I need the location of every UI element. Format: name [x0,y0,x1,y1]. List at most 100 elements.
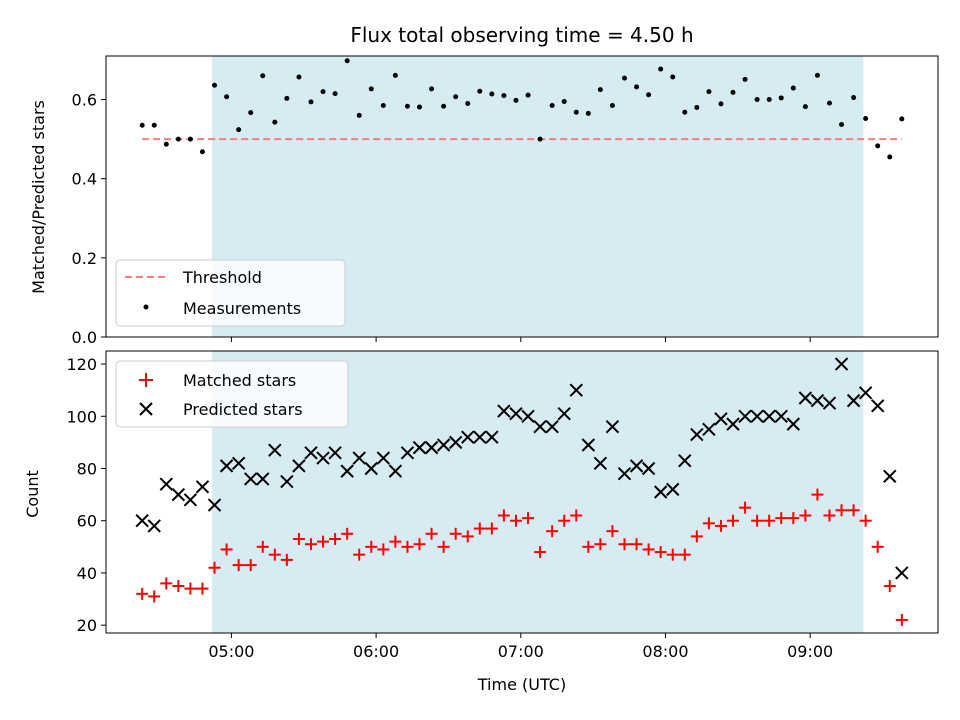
predicted-point [750,409,764,423]
matched-point [787,512,800,525]
predicted-point [798,391,813,405]
matched-point [437,540,450,553]
matched-point [714,519,727,532]
ytick-label: 0.2 [72,249,97,268]
measurement-point [248,110,254,116]
measurement-point [356,112,362,118]
top-axes-frame [105,55,939,338]
predicted-point [702,422,716,437]
predicted-point [436,438,451,452]
predicted-point [497,404,511,418]
matched-point [268,548,281,561]
measurement-point [718,101,724,107]
bottom-legend: Matched stars Predicted stars [115,360,349,428]
predicted-point [461,430,475,444]
top-legend-measurement-swatch [143,304,149,310]
predicted-point [714,412,728,426]
measurement-point [549,102,555,108]
predicted-point [352,451,366,465]
matched-point [473,522,486,535]
measurement-point [513,97,519,103]
predicted-point [340,464,354,478]
predicted-point [424,440,439,455]
measurement-point [525,92,531,98]
matched-point [461,530,474,543]
measurement-point [694,104,700,110]
bottom-legend-matched-label: Matched stars [183,371,296,390]
matched-point [654,546,667,559]
measurement-point [766,97,772,103]
matched-point [232,559,245,572]
measurement-point [332,91,338,97]
matched-point [558,514,571,527]
matched-point [341,527,354,540]
bottom-legend-matched-swatch [139,373,153,387]
measurement-point [284,95,290,101]
matched-point [618,538,631,551]
matched-point [353,548,366,561]
predicted-point [581,438,596,452]
measurement-point [392,72,398,78]
predicted-point [726,417,740,431]
predicted-point [822,396,837,410]
bottom-panel: 20 40 60 80 100 120 05:00 06:00 07:00 08:00 09:00… [23,350,939,694]
measurement-point [199,149,205,155]
predicted-point [364,461,378,476]
top-yticks: 0.0 0.2 0.4 0.6 [72,91,106,347]
predicted-point [316,451,330,465]
measurement-point [441,103,447,109]
matched-point [823,509,836,522]
predicted-point [641,461,656,476]
predicted-point [400,446,415,460]
predicted-point [895,566,909,580]
top-legend-measurement-label: Measurements [183,299,301,318]
predicted-point [858,386,873,400]
xtick-label: 08:00 [642,642,688,661]
measurement-point [561,99,567,105]
predicted-point [690,427,704,442]
matched-point [280,553,293,566]
matched-point [883,580,896,592]
xtick-label: 06:00 [353,642,399,661]
measurement-point [742,76,748,82]
predicted-point [376,451,391,465]
measurement-point [151,122,157,128]
matched-point [449,527,462,540]
matched-point [751,514,764,527]
measurement-point [634,84,640,90]
measurement-point [489,91,495,97]
measurement-point [826,100,832,106]
predicted-point [569,383,583,397]
predicted-point [738,409,752,423]
measurement-point [417,104,423,110]
matched-point [136,587,149,600]
measurement-point [212,82,218,88]
matched-point [208,561,221,574]
measurement-point [308,99,314,105]
predicted-point [268,443,282,457]
matched-point [582,540,595,553]
predicted-point [593,456,608,470]
ytick-label: 100 [66,407,97,426]
predicted-point [280,474,294,489]
matched-point [413,538,426,551]
top-legend: Threshold Measurements [115,259,346,327]
predicted-point [545,420,559,434]
matched-point [184,582,197,595]
matched-point [594,538,607,551]
measurement-point [429,86,435,92]
matched-point [485,522,498,535]
ytick-label: 60 [77,512,97,531]
measurement-point [609,102,615,108]
matched-point [690,530,703,543]
predicted-point [231,456,246,470]
predicted-point [328,446,342,460]
predicted-point [135,514,149,528]
measurement-point [899,116,905,122]
predicted-point [786,417,801,431]
ytick-label: 0.4 [72,170,97,189]
measurement-point [778,95,784,101]
predicted-point [605,420,620,434]
predicted-point [256,472,270,486]
measurement-point [368,86,374,92]
